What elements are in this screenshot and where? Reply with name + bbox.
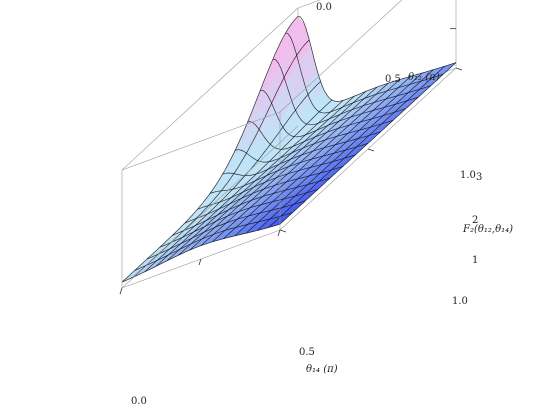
mesh-line-theta14-8 [212,82,389,243]
y-tick-2: 1.0 [460,170,476,181]
mesh-line-theta14-9 [223,79,400,239]
z-tick-2: 2 [472,215,478,226]
box-edge-back-4 [121,7,299,171]
x-tick-mark-1 [198,258,202,266]
mesh-line-theta14-11 [245,72,423,234]
z-tick-1: 1 [472,255,478,266]
box-edge-front-4 [279,0,403,113]
mesh-line-theta12-12 [272,58,431,126]
mesh-line-theta12-8 [222,131,381,176]
z-axis-label: F₂(θ₁₂,θ₁₄) [462,224,513,235]
y-tick-mark-0 [279,229,287,233]
mesh-line-theta12-7 [209,142,369,194]
box-edge-front-5 [121,111,281,171]
x-tick-1: 0.5 [299,347,315,358]
x-tick-mark-0 [119,287,123,295]
bounding-box-front [119,0,463,295]
mesh-line-theta12-9 [235,119,394,163]
mesh-line-theta14-14 [279,62,457,225]
mesh-line-theta12-14 [297,15,457,102]
y-tick-mark-1 [367,148,375,152]
mesh-line-theta14-10 [234,76,412,237]
mesh-line-theta14-13 [268,65,445,228]
x-tick-mark-2 [277,229,281,237]
x-tick-2: 1.0 [452,296,468,307]
y-tick-mark-2 [455,67,463,71]
x-axis-label: θ₁₄ (π) [306,364,338,375]
surface-mesh [121,15,457,283]
mesh-line-theta12-13 [285,32,444,114]
box-edge-front-1 [121,125,299,289]
mesh-line-theta12-11 [260,89,419,138]
z-tick-3: 3 [476,172,482,183]
mesh-line-theta12-10 [247,108,406,150]
y-axis-label: θ₁₂ (π) [408,72,440,83]
y-tick-0: 0.0 [316,2,332,13]
x-tick-0: 0.0 [131,396,147,406]
y-tick-1: 0.5 [385,74,401,85]
mesh-line-theta14-12 [257,69,434,231]
